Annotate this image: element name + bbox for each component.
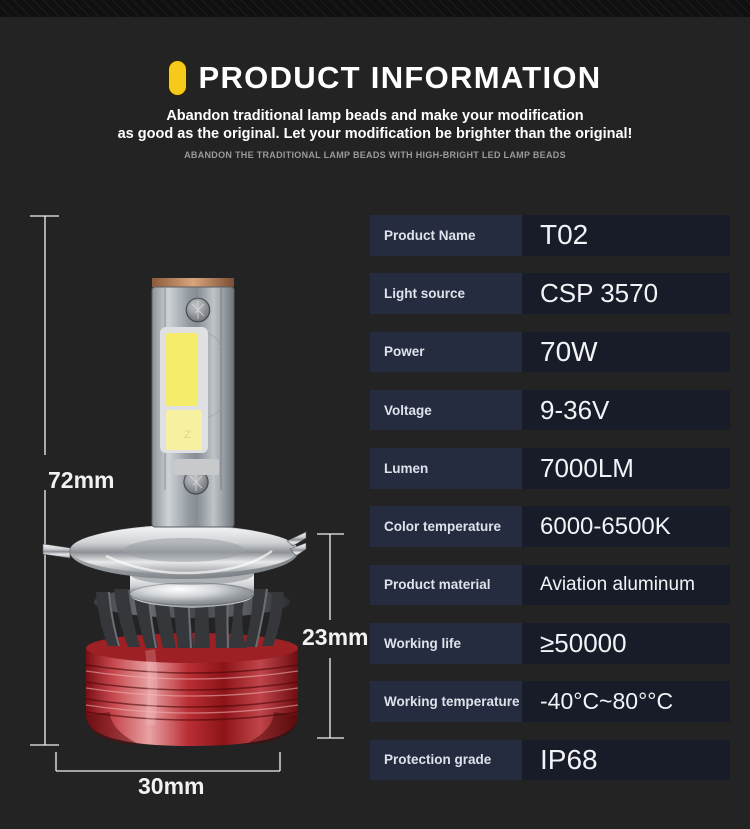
svg-text:23mm: 23mm: [302, 624, 368, 650]
svg-text:72mm: 72mm: [48, 467, 114, 493]
svg-text:Z: Z: [184, 429, 191, 441]
svg-text:30mm: 30mm: [138, 773, 204, 799]
